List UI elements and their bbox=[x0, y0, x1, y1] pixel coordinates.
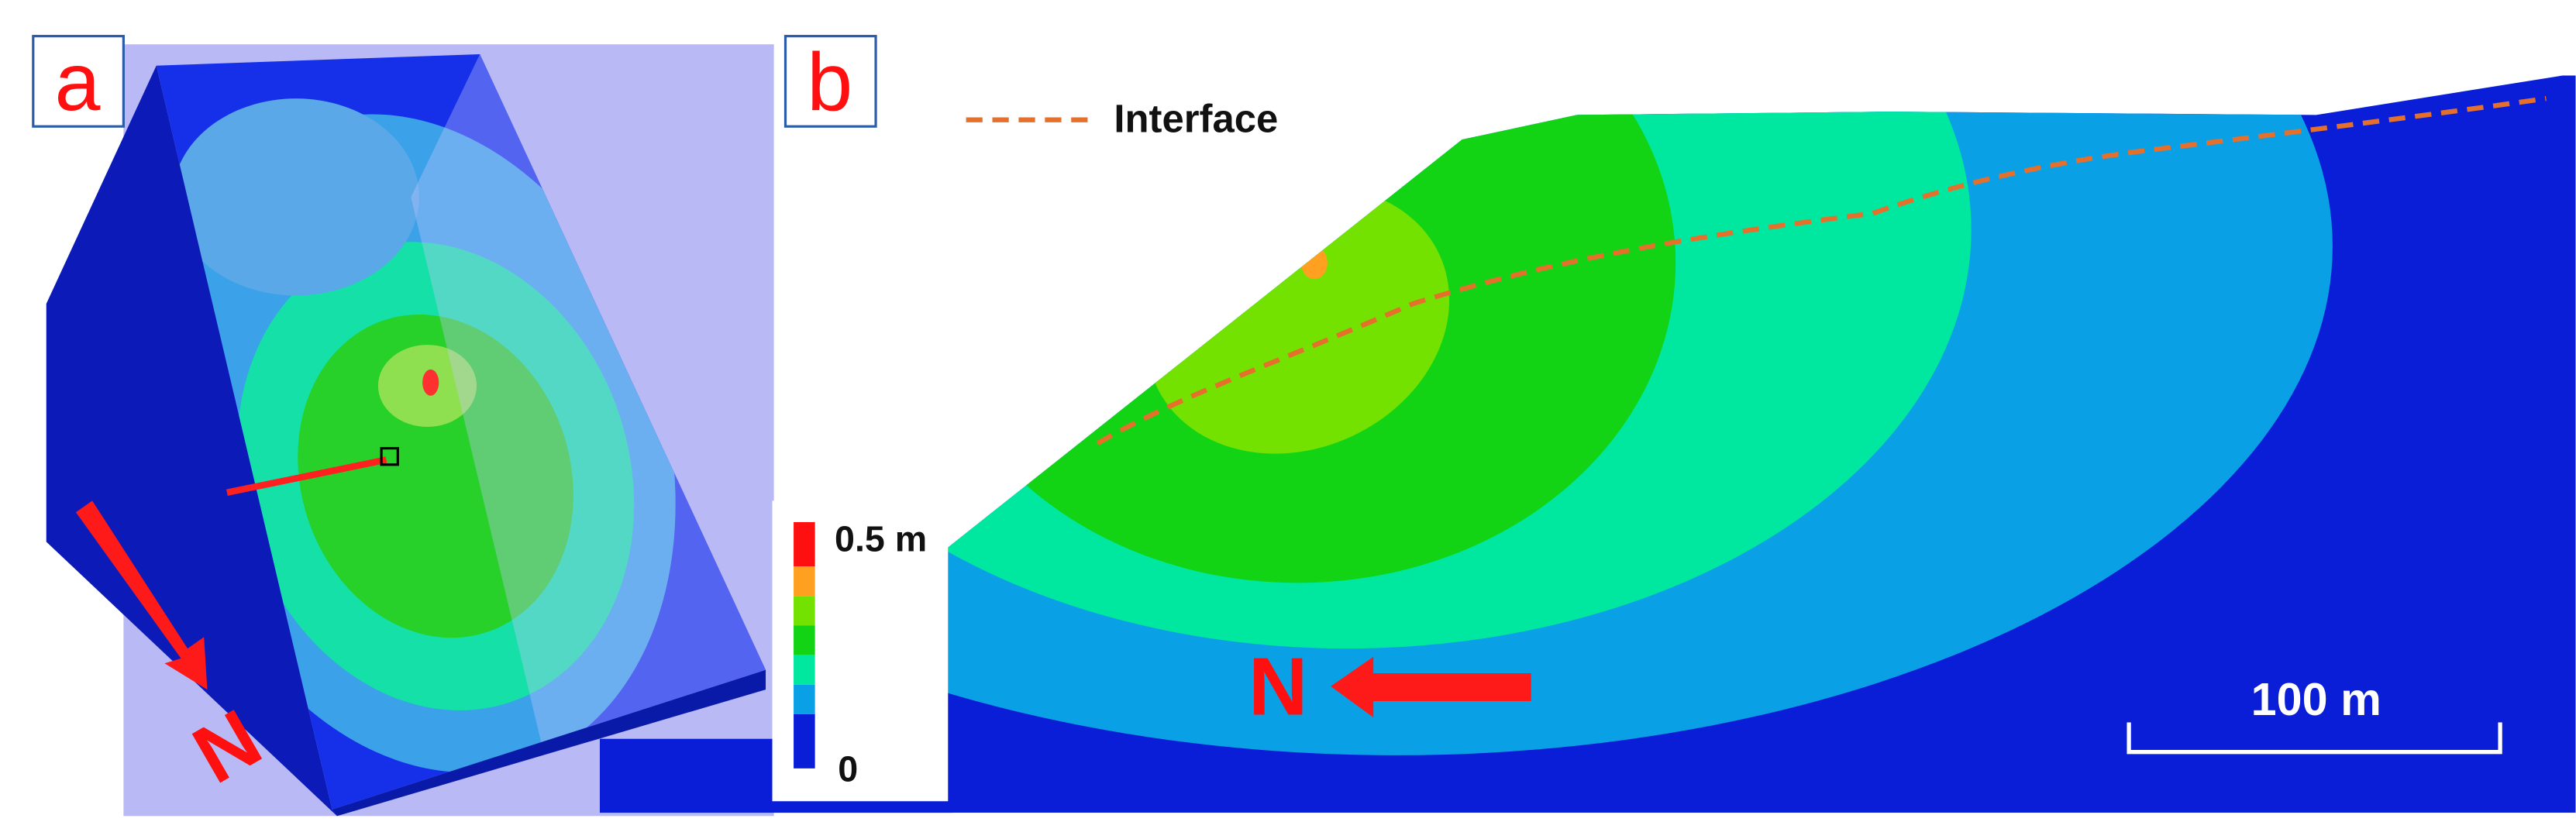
north-label-b: N bbox=[1248, 641, 1308, 732]
colorbar-swatch bbox=[794, 625, 815, 655]
colorbar-swatch bbox=[794, 684, 815, 714]
colorbar-swatch bbox=[794, 713, 815, 769]
contour bbox=[422, 369, 439, 396]
contour bbox=[298, 315, 573, 638]
legend-label: Interface bbox=[1114, 96, 1278, 140]
colorbar-max: 0.5 m bbox=[835, 519, 927, 559]
contour bbox=[172, 98, 419, 296]
contour bbox=[1300, 246, 1328, 280]
panel-label-box bbox=[32, 35, 125, 128]
block-front bbox=[332, 669, 766, 817]
panel-b: Interface 0.5 m 0 N 100 m b bbox=[599, 35, 2576, 813]
colorbar-swatch bbox=[794, 521, 815, 567]
contours-a bbox=[163, 53, 766, 772]
scale-bar bbox=[2127, 722, 2502, 755]
panel-label-box bbox=[783, 35, 877, 128]
profile-line bbox=[226, 456, 387, 496]
colorbar-swatch bbox=[794, 566, 815, 597]
north-arrow-a bbox=[75, 500, 208, 690]
colorbar-swatch bbox=[794, 596, 815, 626]
panel-a: N a bbox=[32, 35, 774, 817]
colorbar-swatch bbox=[794, 655, 815, 685]
colorbar-min: 0 bbox=[838, 748, 858, 789]
profile-marker bbox=[380, 446, 399, 466]
north-arrow-b bbox=[1331, 656, 1531, 718]
scale-label: 100 m bbox=[2251, 673, 2381, 725]
transparent-overlay bbox=[411, 53, 766, 748]
panel-label: a bbox=[55, 36, 101, 128]
interface-line bbox=[1096, 96, 2547, 445]
block-side bbox=[46, 65, 337, 817]
panel-label: b bbox=[807, 36, 852, 128]
